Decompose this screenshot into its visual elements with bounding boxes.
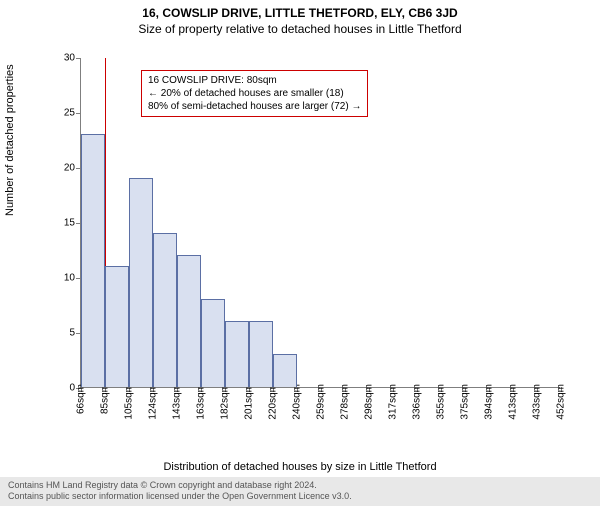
page-title-subtitle: Size of property relative to detached ho…	[0, 22, 600, 36]
ytick-label: 10	[53, 273, 75, 284]
ytick-label: 20	[53, 163, 75, 174]
xtick-label: 375sqm	[460, 384, 471, 420]
histogram-bar	[225, 321, 249, 387]
xtick-label: 201sqm	[244, 384, 255, 420]
footer-line-2: Contains public sector information licen…	[8, 491, 592, 503]
histogram-bar	[177, 255, 201, 387]
annotation-box: 16 COWSLIP DRIVE: 80sqm← 20% of detached…	[141, 70, 368, 117]
xtick-label: 105sqm	[124, 384, 135, 420]
xtick-label: 220sqm	[268, 384, 279, 420]
xtick-label: 124sqm	[148, 384, 159, 420]
chart-container: 16 COWSLIP DRIVE: 80sqm← 20% of detached…	[50, 48, 570, 418]
xtick-label: 182sqm	[220, 384, 231, 420]
xtick-label: 452sqm	[556, 384, 567, 420]
ytick-label: 30	[53, 53, 75, 64]
xtick-label: 336sqm	[412, 384, 423, 420]
ytick-label: 15	[53, 218, 75, 229]
histogram-bar	[153, 233, 177, 387]
histogram-bar	[273, 354, 297, 387]
xtick-label: 394sqm	[484, 384, 495, 420]
xtick-label: 240sqm	[292, 384, 303, 420]
footer-line-1: Contains HM Land Registry data © Crown c…	[8, 480, 592, 492]
histogram-bar	[249, 321, 273, 387]
xtick-label: 259sqm	[316, 384, 327, 420]
plot-area: 16 COWSLIP DRIVE: 80sqm← 20% of detached…	[80, 58, 560, 388]
x-axis-label: Distribution of detached houses by size …	[0, 461, 600, 473]
xtick-label: 85sqm	[100, 384, 111, 414]
xtick-label: 298sqm	[364, 384, 375, 420]
ytick-mark	[76, 113, 81, 114]
xtick-label: 433sqm	[532, 384, 543, 420]
xtick-label: 278sqm	[340, 384, 351, 420]
xtick-label: 66sqm	[76, 384, 87, 414]
ytick-label: 0	[53, 383, 75, 394]
xtick-label: 163sqm	[196, 384, 207, 420]
ytick-mark	[76, 58, 81, 59]
page-title-address: 16, COWSLIP DRIVE, LITTLE THETFORD, ELY,…	[0, 6, 600, 20]
xtick-label: 355sqm	[436, 384, 447, 420]
ytick-label: 25	[53, 108, 75, 119]
annotation-line: 80% of semi-detached houses are larger (…	[148, 100, 361, 113]
ytick-label: 5	[53, 328, 75, 339]
histogram-bar	[201, 299, 225, 387]
attribution-footer: Contains HM Land Registry data © Crown c…	[0, 477, 600, 506]
histogram-bar	[129, 178, 153, 387]
y-axis-label: Number of detached properties	[4, 64, 16, 216]
histogram-bar	[105, 266, 129, 387]
xtick-label: 143sqm	[172, 384, 183, 420]
xtick-label: 413sqm	[508, 384, 519, 420]
histogram-bar	[81, 134, 105, 387]
xtick-label: 317sqm	[388, 384, 399, 420]
annotation-line: 16 COWSLIP DRIVE: 80sqm	[148, 74, 361, 87]
annotation-line: ← 20% of detached houses are smaller (18…	[148, 87, 361, 100]
